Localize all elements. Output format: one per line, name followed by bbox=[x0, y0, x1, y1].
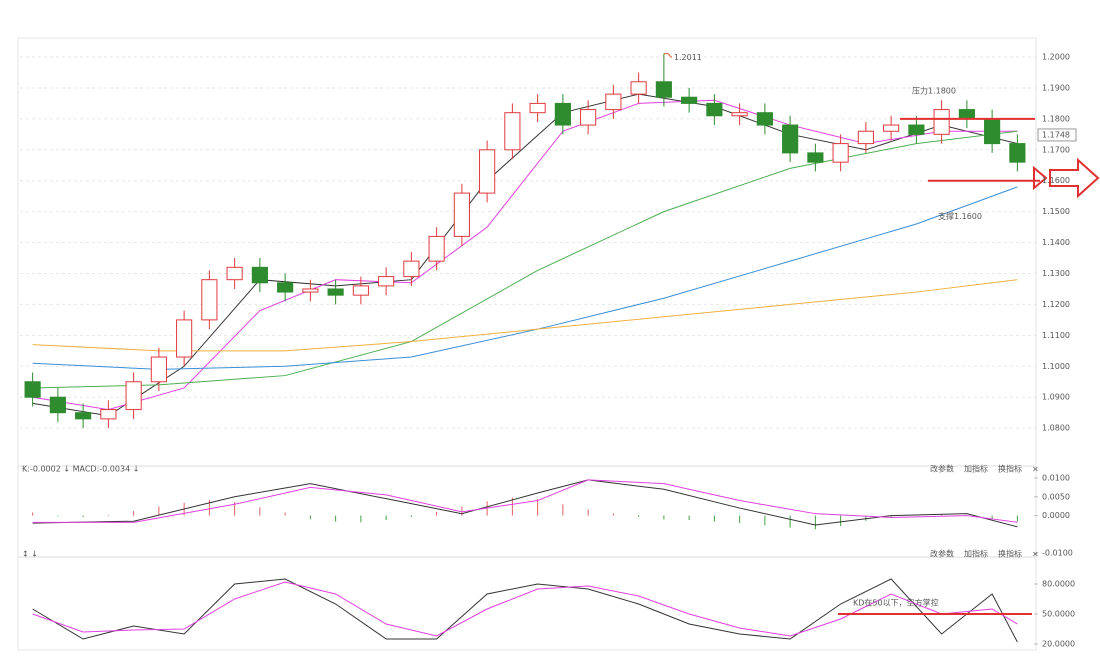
level-label: 支撑1.1600 bbox=[938, 211, 982, 221]
panel-button[interactable]: 换指标 bbox=[998, 464, 1022, 474]
candle-body bbox=[782, 124, 799, 154]
y-tick-label: 1.1100 bbox=[1042, 331, 1070, 340]
candle-body bbox=[49, 396, 66, 414]
candle-body bbox=[756, 112, 773, 126]
candle-body bbox=[24, 381, 41, 398]
candle-body bbox=[403, 260, 420, 278]
y-tick-label: 1.0800 bbox=[1042, 424, 1070, 433]
y-tick-label: 50.0000 bbox=[1042, 610, 1075, 619]
max-label: 1.2011 bbox=[674, 53, 702, 62]
y-tick-label: 1.1700 bbox=[1042, 145, 1070, 154]
candle-body bbox=[807, 152, 824, 163]
indicator-line bbox=[32, 581, 1018, 637]
candle-body bbox=[75, 412, 92, 420]
panel-button[interactable]: 加指标 bbox=[964, 464, 988, 474]
y-tick-label: 1.0900 bbox=[1042, 393, 1070, 402]
panel-button[interactable]: 加指标 bbox=[964, 549, 988, 559]
candle-body bbox=[832, 143, 849, 163]
indicator-line bbox=[32, 93, 1018, 417]
candle-body bbox=[605, 93, 622, 111]
y-tick-label: 0.0000 bbox=[1042, 511, 1070, 520]
candle-body bbox=[681, 96, 698, 104]
candle-body bbox=[251, 266, 268, 284]
candle-body bbox=[731, 112, 748, 117]
panel-header: K:-0.0002 ↓ MACD:-0.0034 ↓ bbox=[22, 465, 139, 474]
candle-body bbox=[630, 81, 647, 95]
candle-body bbox=[453, 192, 470, 237]
candle-body bbox=[479, 149, 496, 194]
candle-body bbox=[706, 102, 723, 117]
last-price-box bbox=[1037, 128, 1077, 142]
panel-button[interactable]: × bbox=[1032, 465, 1039, 474]
candle-body bbox=[933, 109, 950, 135]
candle-body bbox=[529, 102, 546, 114]
candle-body bbox=[908, 124, 925, 135]
panel-button[interactable]: 改参数 bbox=[930, 549, 954, 559]
candle-body bbox=[352, 285, 369, 296]
y-tick-label: 0.0100 bbox=[1042, 474, 1070, 483]
panel-button[interactable]: × bbox=[1032, 550, 1039, 559]
candle-body bbox=[100, 409, 117, 420]
indicator-line bbox=[32, 479, 1018, 523]
candle-body bbox=[327, 288, 344, 296]
frame bbox=[17, 37, 1037, 651]
y-tick-label: 1.1600 bbox=[1042, 176, 1070, 185]
y-tick-label: 1.1900 bbox=[1042, 83, 1070, 92]
arrow-icon bbox=[1049, 157, 1100, 199]
y-tick-label: 1.1300 bbox=[1042, 269, 1070, 278]
y-tick-label: 1.1500 bbox=[1042, 207, 1070, 216]
candle-body bbox=[378, 276, 395, 287]
candle-body bbox=[302, 288, 319, 293]
panel-button[interactable]: 改参数 bbox=[930, 464, 954, 474]
y-tick-label: 0.0050 bbox=[1042, 492, 1070, 501]
candle-body bbox=[125, 381, 142, 411]
candle-body bbox=[277, 282, 294, 293]
y-tick-label: -0.0100 bbox=[1042, 549, 1073, 558]
y-tick-label: 20.0000 bbox=[1042, 640, 1075, 649]
candle-body bbox=[504, 112, 521, 151]
candle-body bbox=[655, 81, 672, 98]
candle-body bbox=[883, 124, 900, 132]
y-tick-label: 1.1400 bbox=[1042, 238, 1070, 247]
candle-body bbox=[176, 319, 193, 358]
candle-body bbox=[226, 266, 243, 281]
candle-body bbox=[554, 102, 571, 126]
candle-body bbox=[580, 109, 597, 126]
indicator-line bbox=[32, 479, 1018, 528]
last-price-label: 1.1748 bbox=[1042, 130, 1070, 139]
candle-body bbox=[857, 130, 874, 145]
panel-button[interactable]: 换指标 bbox=[998, 549, 1022, 559]
y-tick-label: 1.1800 bbox=[1042, 114, 1070, 123]
candle-body bbox=[150, 356, 167, 383]
indicator-line bbox=[32, 578, 1018, 643]
candle-body bbox=[1009, 143, 1026, 163]
y-tick-label: 1.2000 bbox=[1042, 53, 1070, 62]
indicator-line bbox=[32, 99, 1018, 411]
candle-body bbox=[984, 118, 1001, 145]
arrow-icon bbox=[1033, 165, 1048, 191]
panel-header: ↕ ↓ bbox=[22, 550, 38, 559]
candle-body bbox=[958, 109, 975, 120]
y-tick-label: 1.1200 bbox=[1042, 300, 1070, 309]
max-pointer bbox=[663, 53, 673, 58]
candle-body bbox=[201, 279, 218, 321]
indicator-line bbox=[32, 279, 1018, 352]
level-label: 压力1.1800 bbox=[912, 85, 956, 95]
level-label: KD在50以下，空方掌控 bbox=[853, 598, 939, 608]
candle-body bbox=[428, 235, 445, 262]
y-tick-label: 1.1000 bbox=[1042, 362, 1070, 371]
y-tick-label: 80.0000 bbox=[1042, 580, 1075, 589]
indicator-line bbox=[32, 130, 1018, 389]
